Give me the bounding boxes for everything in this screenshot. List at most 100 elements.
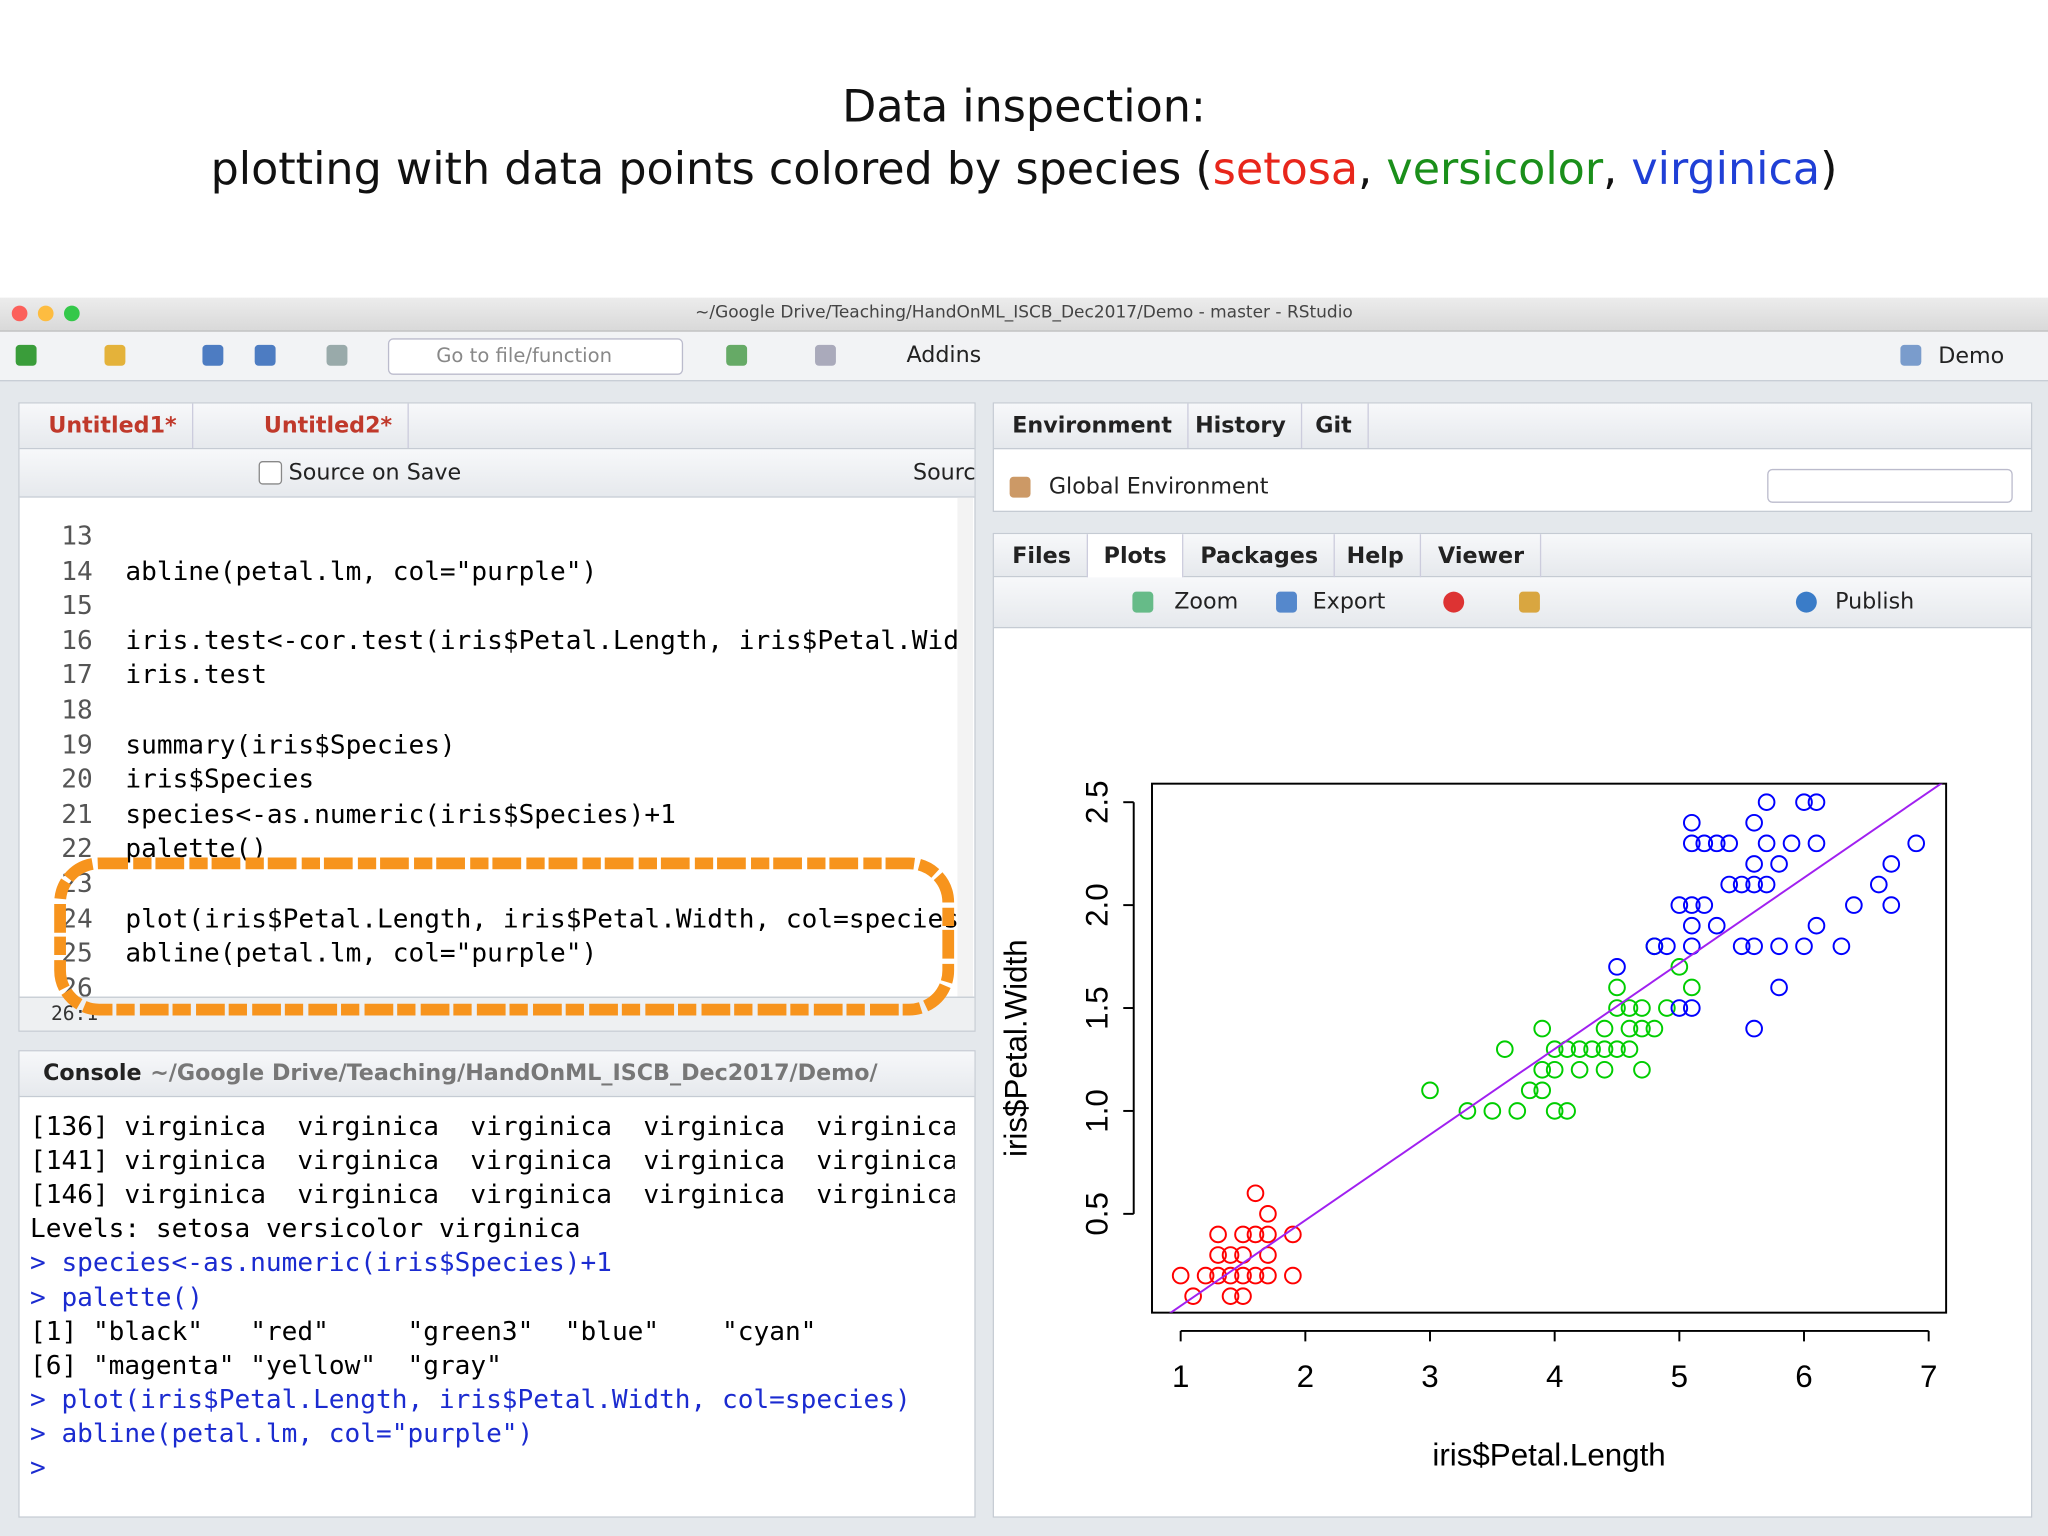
console-line: [136] virginica virginica virginica virg… [30, 1109, 955, 1143]
tab[interactable]: Viewer [1422, 534, 1542, 579]
data-point [1782, 834, 1801, 853]
data-point [1608, 1040, 1626, 1059]
tab[interactable]: Environment [997, 403, 1189, 448]
minimize-button[interactable] [37, 305, 54, 322]
vcs-icon[interactable] [726, 344, 748, 366]
console-line: [141] virginica virginica virginica virg… [30, 1143, 955, 1177]
zoom-icon[interactable] [1132, 591, 1154, 613]
data-point [1907, 834, 1926, 853]
data-point [1234, 1287, 1252, 1306]
tab[interactable]: Help [1331, 534, 1421, 579]
data-point [1757, 875, 1776, 894]
data-point [1682, 999, 1701, 1017]
x-tick-label: 4 [1546, 1359, 1563, 1394]
x-tick-label: 5 [1671, 1359, 1688, 1394]
publish-button[interactable]: Publish [1835, 589, 1915, 616]
line-number: 25 [61, 936, 93, 969]
addins-menu[interactable]: Addins [906, 342, 982, 369]
subtitle-part: virginica [1631, 143, 1821, 196]
code-line: 21 species<-as.numeric(iris$Species)+1 [20, 796, 676, 830]
x-tick-label: 6 [1795, 1359, 1812, 1394]
data-point [1558, 1102, 1576, 1120]
zoom-button[interactable]: Zoom [1174, 589, 1239, 616]
console-text: plot(iris$Petal.Length, iris$Petal.Width… [61, 1382, 911, 1415]
console-text: [146] virginica virginica virginica virg… [30, 1178, 955, 1210]
data-point [1595, 1060, 1614, 1079]
search-box[interactable] [1767, 468, 2013, 503]
data-point [1259, 1246, 1277, 1264]
new-file-icon[interactable] [15, 344, 37, 366]
data-point [1620, 1040, 1639, 1059]
tab[interactable]: Git [1300, 403, 1369, 448]
data-point [1757, 793, 1776, 812]
tab[interactable]: Untitled1* [33, 403, 194, 448]
line-number: 14 [61, 554, 93, 586]
scrollbar[interactable] [957, 497, 974, 997]
data-point [1570, 1040, 1589, 1059]
data-point [1221, 1246, 1240, 1264]
environment-scope[interactable]: Global Environment [1048, 474, 1269, 501]
layout-icon[interactable] [815, 344, 836, 366]
project-menu[interactable]: Demo [1938, 343, 2005, 370]
console-text: Levels: setosa versicolor virginica [30, 1212, 581, 1244]
data-point [1495, 1040, 1514, 1059]
data-point [1682, 813, 1701, 832]
console-header: Console ~/Google Drive/Teaching/HandOnML… [19, 1051, 975, 1098]
save-icon[interactable] [202, 344, 224, 366]
subtitle-part: setosa [1212, 143, 1359, 196]
print-icon[interactable] [326, 344, 348, 366]
data-point [1795, 793, 1813, 812]
data-point [1757, 834, 1776, 853]
data-point [1658, 999, 1676, 1017]
goto-placeholder: Go to file/function [436, 343, 613, 368]
tab[interactable]: History [1179, 403, 1303, 448]
data-point [1246, 1266, 1265, 1285]
data-point [1234, 1225, 1252, 1244]
data-point [1533, 1081, 1552, 1100]
line-number: 19 [61, 728, 93, 760]
data-point [1745, 855, 1763, 873]
subtitle-part: versicolor [1386, 143, 1604, 196]
console-line: > plot(iris$Petal.Length, iris$Petal.Widt… [30, 1382, 911, 1416]
line-number: 18 [61, 693, 93, 725]
save-all-icon[interactable] [254, 344, 276, 366]
tab[interactable]: Packages [1185, 534, 1336, 579]
export-icon[interactable] [1276, 591, 1297, 613]
x-tick-label: 1 [1172, 1359, 1189, 1394]
editor-toolbar: Source on Save Sourc [19, 449, 976, 498]
prompt: > [30, 1451, 46, 1483]
data-point [1770, 937, 1788, 956]
goto-box[interactable]: Go to file/function [387, 338, 684, 375]
code-line: 15 [20, 588, 93, 622]
publish-icon[interactable] [1795, 591, 1817, 613]
console-line: > [30, 1450, 61, 1484]
tab[interactable]: Files [997, 534, 1088, 579]
tab[interactable]: Untitled2* [248, 403, 410, 448]
x-tick-label: 7 [1920, 1359, 1937, 1394]
data-point [1869, 875, 1888, 894]
data-point [1807, 916, 1826, 935]
data-point [1882, 855, 1901, 873]
data-point [1595, 1040, 1614, 1059]
tab[interactable]: Plots [1087, 534, 1184, 579]
data-point [1259, 1205, 1277, 1223]
source-button[interactable]: Sourc [912, 459, 976, 486]
code-line: 16 iris.test<-cor.test(iris$Petal.Length,… [20, 623, 957, 657]
data-point [1533, 1060, 1552, 1079]
clear-plots-icon[interactable] [1519, 591, 1540, 613]
data-point [1770, 978, 1788, 997]
title-bar: ~/Google Drive/Teaching/HandOnML_ISCB_De… [0, 297, 2048, 332]
line-number: 21 [61, 797, 93, 830]
open-icon[interactable] [104, 344, 126, 366]
zoom-button[interactable] [63, 305, 80, 322]
export-button[interactable]: Export [1312, 589, 1386, 616]
data-point [1682, 896, 1701, 914]
code-text: species<-as.numeric(iris$Species)+1 [125, 797, 676, 830]
data-point [1707, 916, 1726, 935]
data-point [1545, 1040, 1564, 1059]
source-on-save-checkbox[interactable] [258, 461, 283, 485]
close-button[interactable] [11, 305, 28, 322]
data-point [1209, 1246, 1227, 1264]
remove-plot-icon[interactable] [1443, 591, 1465, 613]
data-point [1259, 1266, 1277, 1285]
